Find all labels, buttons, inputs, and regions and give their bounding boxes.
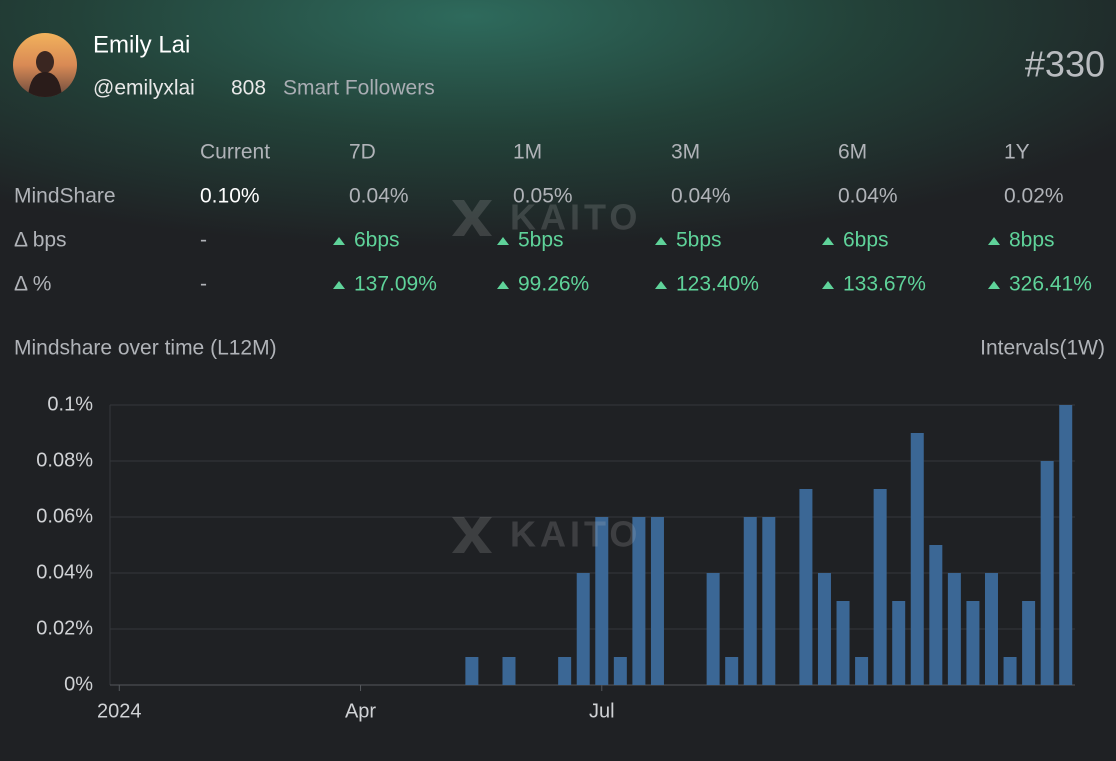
up-arrow (822, 281, 834, 289)
y-tick-label: 0.06% (36, 505, 93, 527)
up-arrow (333, 281, 345, 289)
cell: 123.40% (676, 273, 759, 296)
cell: 0.02% (1004, 185, 1064, 208)
followers-count: 808 (231, 77, 266, 100)
cell: 137.09% (354, 273, 437, 296)
bar (1003, 657, 1017, 685)
cell: 0.10% (200, 185, 260, 208)
bar (595, 517, 609, 685)
y-tick-label: 0.02% (36, 617, 93, 639)
x-tick-label: 2024 (97, 700, 142, 722)
watermark-logo (452, 517, 492, 553)
up-arrow (655, 281, 667, 289)
user-handle: @emilyxlai (93, 77, 195, 100)
cell: 0.04% (349, 185, 409, 208)
watermark-text: KAITO (510, 514, 641, 555)
y-tick-label: 0% (64, 673, 93, 695)
watermark-text: KAITO (510, 197, 641, 238)
rank: #330 (1025, 44, 1105, 85)
cell: 99.26% (518, 273, 589, 296)
avatar (13, 33, 77, 97)
up-arrow (497, 237, 509, 245)
bar (836, 601, 850, 685)
row-label: MindShare (14, 185, 116, 208)
user-name: Emily Lai (93, 31, 190, 58)
row-label: Δ bps (14, 229, 67, 252)
bar (1040, 461, 1054, 685)
up-arrow (988, 237, 1000, 245)
column-header: 6M (838, 141, 867, 164)
up-arrow (655, 237, 667, 245)
bar (1059, 405, 1073, 685)
cell: 0.04% (838, 185, 898, 208)
chart-title: Mindshare over time (L12M) (14, 337, 277, 360)
up-arrow (333, 237, 345, 245)
cell: 133.67% (843, 273, 926, 296)
bar (576, 573, 590, 685)
bar (966, 601, 980, 685)
cell: 8bps (1009, 229, 1055, 252)
followers-label: Smart Followers (283, 77, 435, 100)
column-header: 1Y (1004, 141, 1030, 164)
up-arrow (822, 237, 834, 245)
cell: - (200, 229, 207, 252)
bar (613, 657, 627, 685)
header-glow (0, 0, 1116, 330)
bar (558, 657, 572, 685)
bar (725, 657, 739, 685)
cell: 6bps (843, 229, 889, 252)
stats-table: Current 7D 1M 3M 6M 1Y MindShare 0.10% 0.04% 0.05… (14, 141, 1092, 296)
bar (1022, 601, 1036, 685)
column-header: 7D (349, 141, 376, 164)
watermark-logo (452, 200, 492, 236)
bar (873, 489, 887, 685)
bar (984, 573, 998, 685)
y-tick-label: 0.1% (47, 393, 93, 415)
cell: - (200, 273, 207, 296)
y-tick-label: 0.08% (36, 449, 93, 471)
bar (947, 573, 961, 685)
bar (892, 601, 906, 685)
column-header: 3M (671, 141, 700, 164)
cell: 6bps (354, 229, 400, 252)
bar (706, 573, 720, 685)
cell: 5bps (518, 229, 564, 252)
up-arrow (497, 281, 509, 289)
y-tick-label: 0.04% (36, 561, 93, 583)
chart-interval: Intervals(1W) (980, 337, 1105, 360)
watermark: KAITO (452, 514, 641, 555)
bar (855, 657, 869, 685)
cell: 0.04% (671, 185, 731, 208)
bar (632, 517, 646, 685)
cell: 5bps (676, 229, 722, 252)
bar (502, 657, 516, 685)
bar (762, 517, 776, 685)
row-label: Δ % (14, 273, 51, 296)
bar (465, 657, 479, 685)
bar (817, 573, 831, 685)
cell: 326.41% (1009, 273, 1092, 296)
bar (929, 545, 943, 685)
column-header: Current (200, 141, 270, 164)
bar (743, 517, 757, 685)
bar (799, 489, 813, 685)
watermark: KAITO (452, 197, 641, 238)
bar (910, 433, 924, 685)
up-arrow (988, 281, 1000, 289)
x-tick-label: Jul (589, 700, 615, 722)
chart: 0% 0.02% 0.04% 0.06% 0.08% 0.1% 2024 Apr Jul (36, 393, 1075, 722)
x-tick-label: Apr (345, 700, 376, 722)
cell: 0.05% (513, 185, 573, 208)
bar (650, 517, 664, 685)
column-header: 1M (513, 141, 542, 164)
